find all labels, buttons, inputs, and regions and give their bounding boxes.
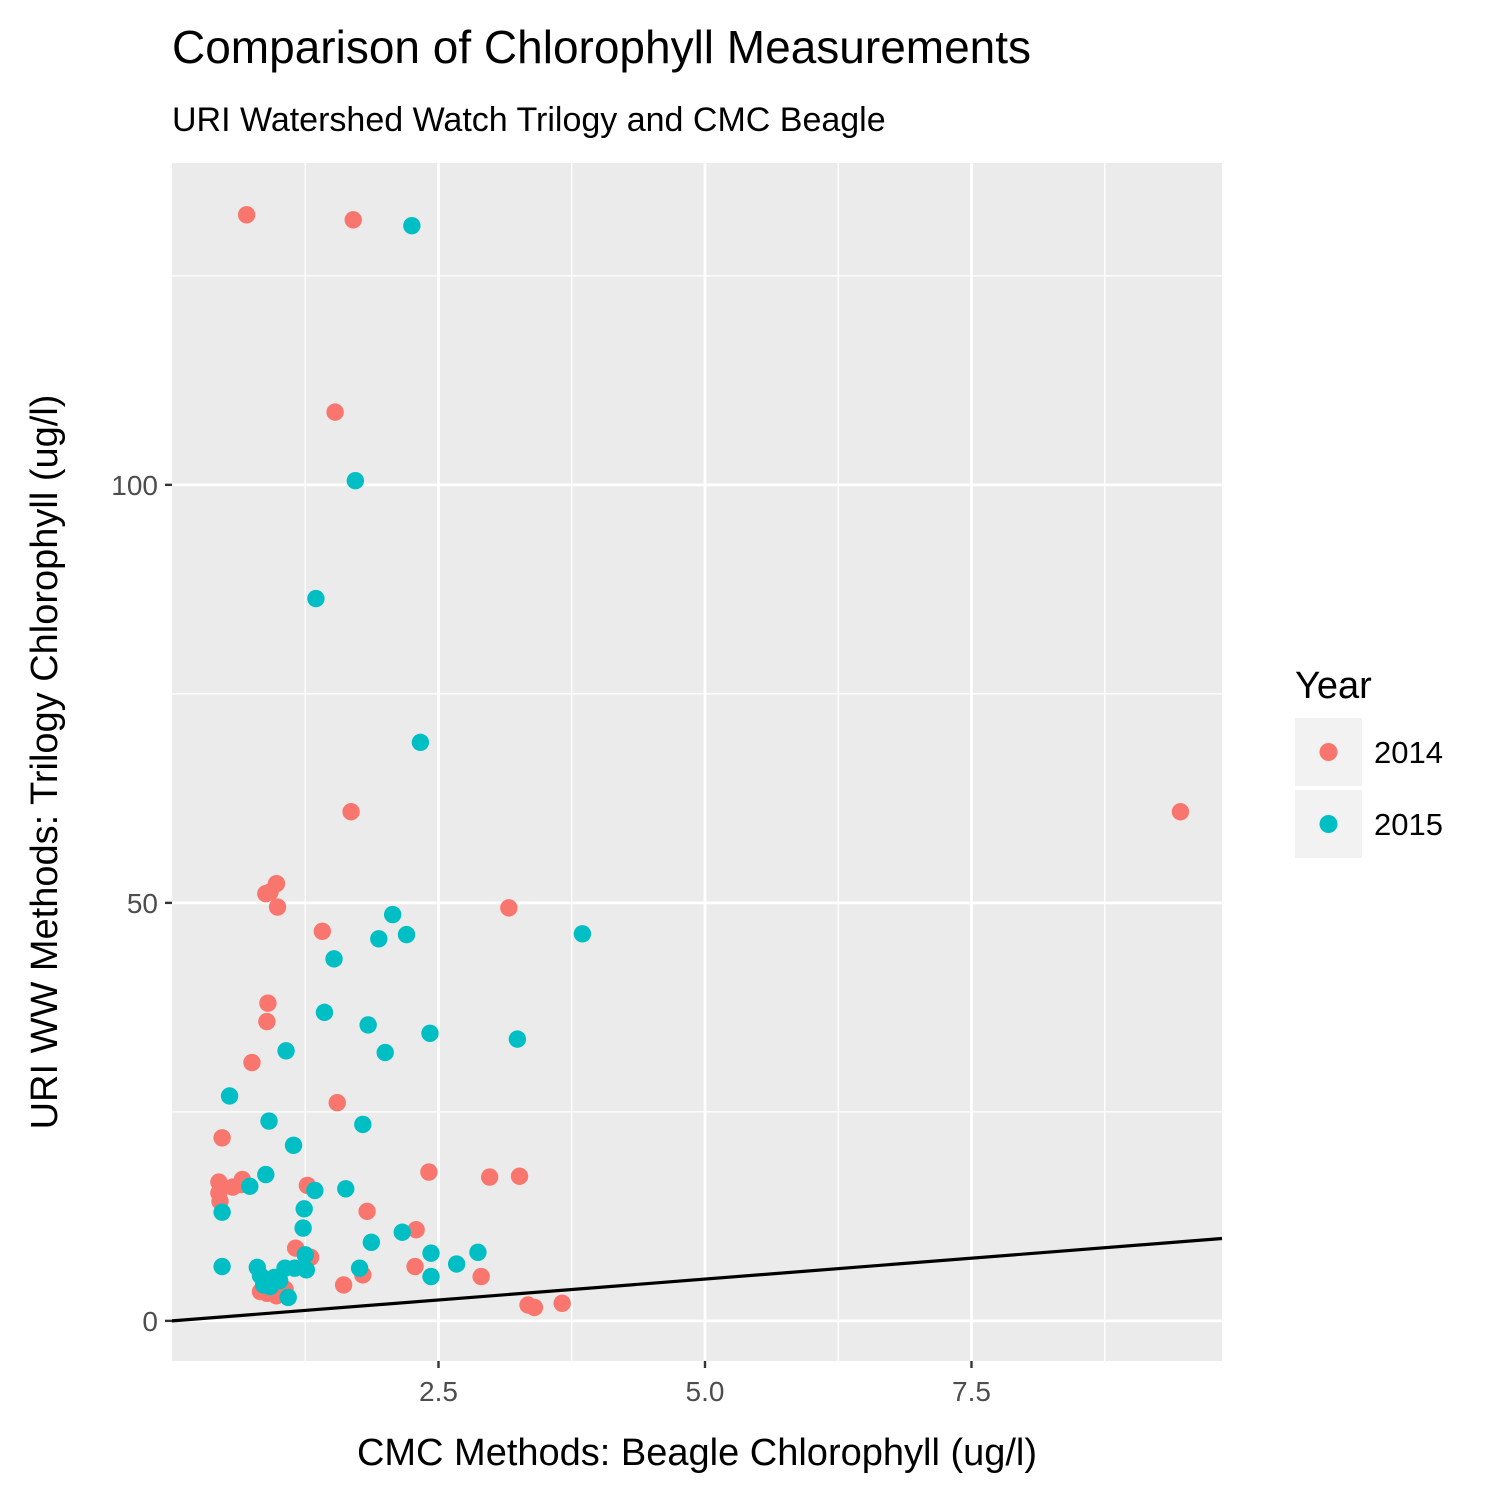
reference-line [171, 1236, 1223, 1323]
point-2015 [213, 1203, 231, 1221]
major-gridlines [172, 163, 1222, 1361]
point-2014 [268, 898, 287, 916]
point-2014 [326, 403, 344, 421]
point-2014 [257, 884, 275, 903]
point-2015 [295, 1200, 313, 1218]
point-2014 [407, 1221, 425, 1239]
point-2015 [307, 589, 325, 608]
point-2014 [237, 206, 256, 224]
point-2015 [260, 1112, 278, 1130]
point-2015 [508, 1030, 527, 1048]
point-2015 [370, 930, 388, 948]
point-2015 [354, 1115, 372, 1134]
reference-line-group [171, 1236, 1223, 1323]
legend-keys: 2014 2015 [1295, 718, 1443, 858]
point-2014 [258, 1012, 276, 1031]
point-2015 [469, 1243, 487, 1262]
point-2014 [480, 1168, 499, 1186]
point-2015 [359, 1016, 377, 1034]
x-tick-label: 5.0 [686, 1376, 725, 1407]
point-2014 [342, 803, 360, 821]
point-2015 [220, 1087, 239, 1105]
point-2015 [279, 1288, 297, 1307]
legend: Year 2014 2015 [1295, 665, 1443, 858]
x-axis-ticks: 2.5 5.0 7.5 [419, 1361, 991, 1407]
point-2015 [213, 1257, 231, 1276]
chart-title: Comparison of Chlorophyll Measurements [172, 21, 1031, 73]
point-2015 [362, 1233, 381, 1251]
point-2015 [296, 1246, 314, 1264]
point-2014 [553, 1294, 571, 1313]
legend-title: Year [1295, 665, 1372, 707]
point-2014 [259, 994, 277, 1012]
plot-panel [172, 163, 1222, 1361]
point-2015 [383, 905, 402, 924]
point-2014 [500, 899, 518, 917]
point-2015 [573, 925, 592, 943]
point-2015 [422, 1267, 440, 1286]
point-2015 [411, 733, 430, 752]
point-2014 [243, 1053, 261, 1072]
x-tick-label: 7.5 [952, 1376, 991, 1407]
legend-key-2015 [1319, 815, 1338, 833]
point-2015 [337, 1180, 355, 1198]
point-2015 [294, 1219, 312, 1237]
point-2014 [525, 1298, 544, 1317]
x-tick-label: 2.5 [419, 1376, 458, 1407]
y-tick-label: 100 [111, 470, 158, 501]
point-2015 [277, 1042, 295, 1060]
chart-subtitle: URI Watershed Watch Trilogy and CMC Beag… [172, 101, 886, 139]
point-2015 [376, 1043, 394, 1062]
data-points [210, 206, 1190, 1317]
x-axis-title: CMC Methods: Beagle Chlorophyll (ug/l) [357, 1432, 1037, 1474]
point-2014 [344, 211, 362, 229]
point-2015 [315, 1003, 334, 1022]
point-2015 [350, 1259, 369, 1277]
point-2015 [393, 1223, 411, 1241]
point-2014 [358, 1202, 376, 1221]
point-2014 [334, 1276, 353, 1294]
y-axis-ticks: 0 50 100 [111, 470, 172, 1337]
point-2015 [257, 1165, 275, 1184]
point-2015 [284, 1136, 303, 1155]
point-2014 [510, 1167, 529, 1185]
point-2015 [306, 1181, 324, 1200]
y-tick-label: 0 [142, 1306, 158, 1337]
minor-gridlines [172, 163, 1222, 1361]
point-2015 [397, 925, 416, 944]
point-2015 [241, 1177, 259, 1195]
point-2015 [325, 950, 343, 968]
point-2014 [328, 1093, 346, 1112]
point-2014 [1171, 803, 1190, 821]
legend-key-2014 [1319, 743, 1338, 761]
point-2015 [403, 217, 421, 235]
point-2015 [421, 1024, 439, 1042]
point-2015 [422, 1244, 440, 1262]
point-2014 [406, 1257, 424, 1276]
point-2014 [313, 922, 332, 940]
y-axis-title: URI WW Methods: Trilogy Chlorophyll (ug/… [24, 395, 66, 1130]
point-2014 [213, 1129, 231, 1147]
legend-label: 2015 [1374, 807, 1443, 842]
y-tick-label: 50 [127, 888, 158, 919]
point-2014 [420, 1163, 438, 1181]
point-2015 [261, 1277, 279, 1296]
legend-label: 2014 [1374, 735, 1443, 770]
point-2014 [472, 1267, 490, 1286]
point-2015 [447, 1255, 466, 1273]
point-2015 [346, 471, 365, 490]
point-2015 [297, 1261, 316, 1279]
